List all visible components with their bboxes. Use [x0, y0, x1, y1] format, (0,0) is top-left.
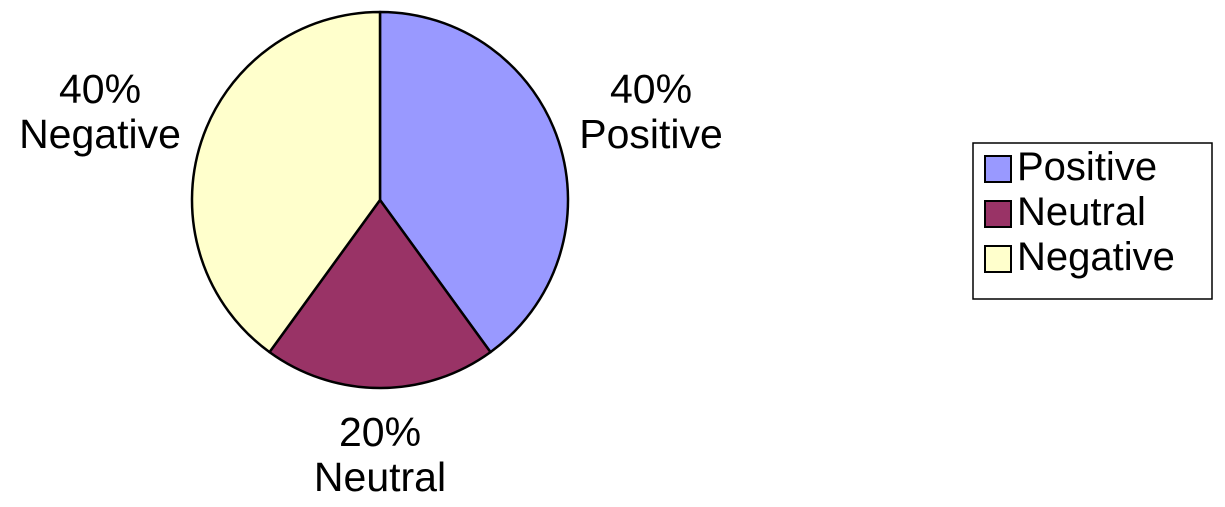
legend-frame — [972, 142, 1213, 300]
data-label-percent-negative: 40% — [59, 66, 141, 112]
pie-slice-positive — [378, 10, 570, 354]
data-label-percent-positive: 40% — [610, 66, 692, 112]
legend-label-negative: Negative — [1017, 235, 1175, 279]
legend-label-positive: Positive — [1017, 145, 1157, 189]
legend-swatch-positive — [984, 155, 1012, 183]
pie-slice-neutral — [268, 198, 492, 390]
legend-swatch-negative — [984, 245, 1012, 273]
pie-slices — [190, 10, 570, 390]
legend-label-neutral: Neutral — [1017, 190, 1146, 234]
data-label-percent-neutral: 20% — [339, 409, 421, 455]
data-label-name-neutral: Neutral — [314, 454, 446, 500]
legend-swatch-neutral — [984, 200, 1012, 228]
pie-slice-negative — [190, 10, 382, 354]
data-label-name-positive: Positive — [579, 111, 723, 157]
data-label-name-negative: Negative — [19, 111, 181, 157]
